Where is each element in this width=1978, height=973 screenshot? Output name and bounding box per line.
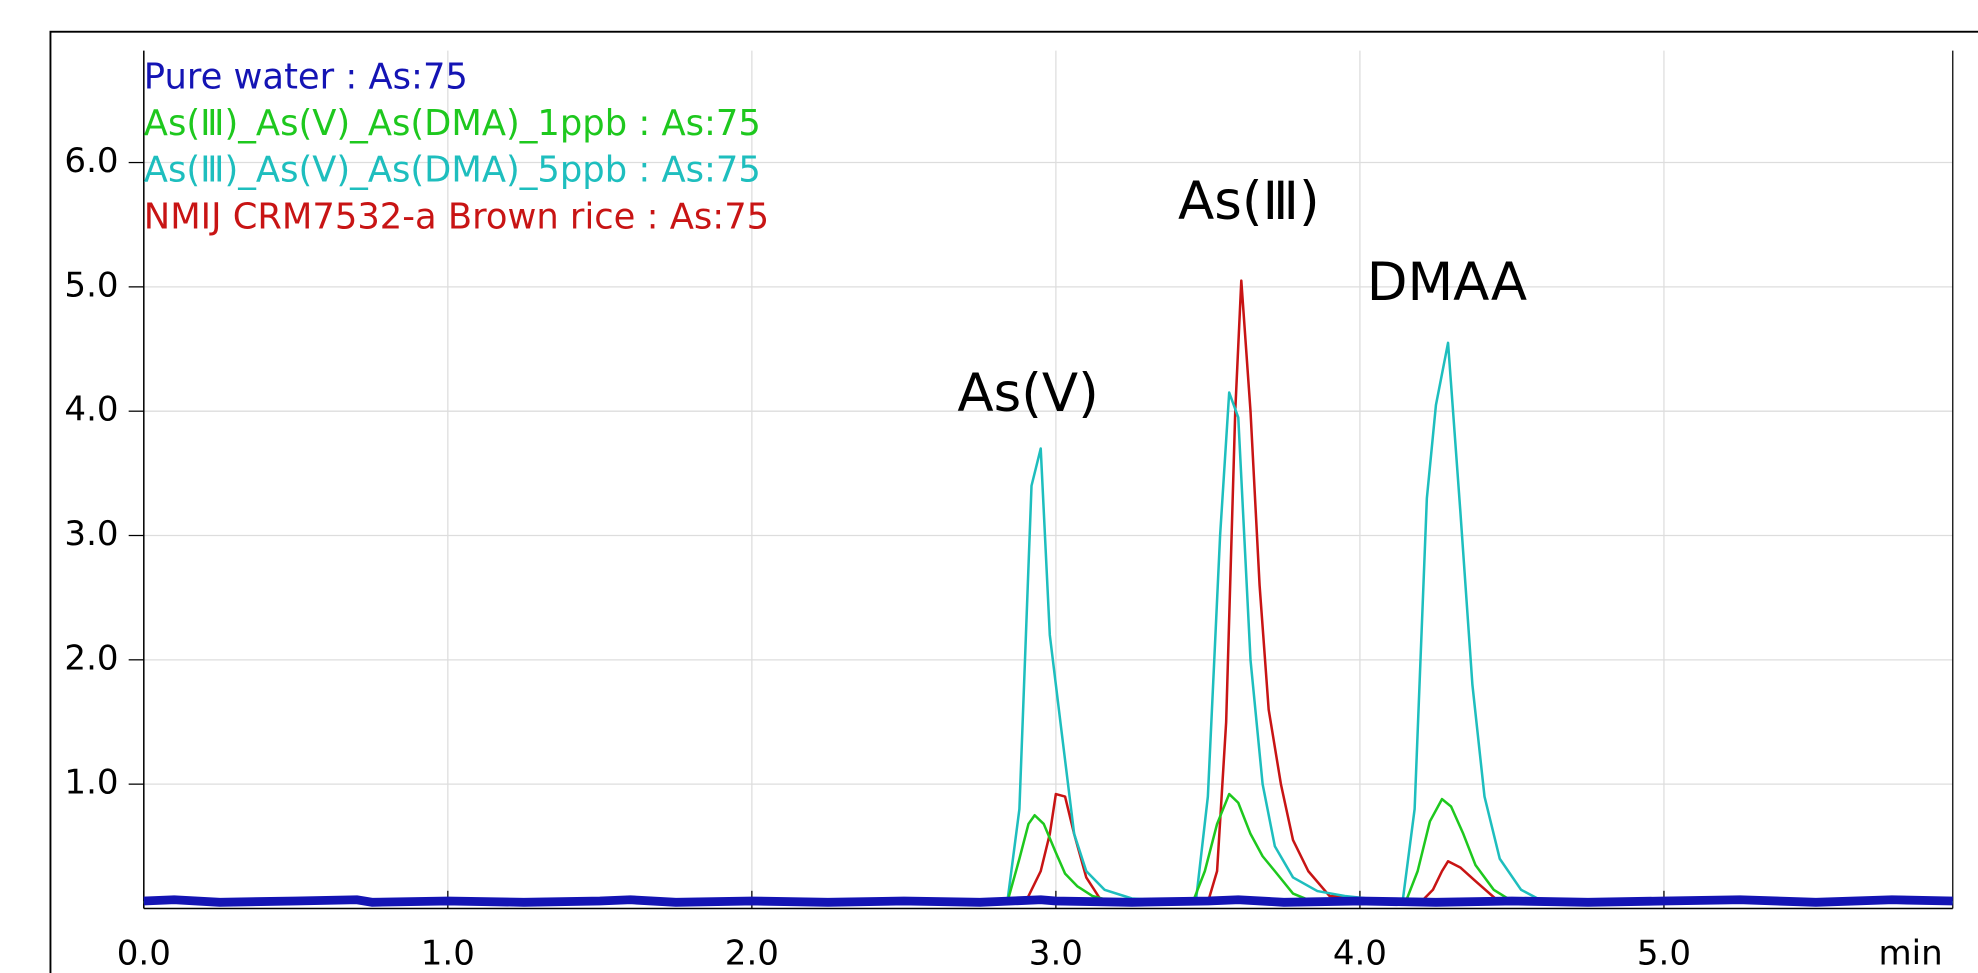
x-tick-label: 3.0	[1029, 934, 1083, 973]
series-line	[143, 341, 1953, 904]
y-tick-label: 5.0	[64, 265, 118, 305]
peak-annotation: As(Ⅴ)	[957, 363, 1098, 424]
x-tick-label: 0.0	[117, 934, 171, 973]
series-line	[143, 792, 1953, 904]
y-tick-label: 1.0	[64, 763, 118, 803]
y-tick-label: 2.0	[64, 638, 118, 678]
y-tick-label: 4.0	[64, 390, 118, 430]
frame	[49, 30, 1978, 973]
x-tick-label: 1.0	[421, 934, 475, 973]
legend-entry: Pure water : As:75	[144, 56, 468, 97]
legend-entry: NMIJ CRM7532-a Brown rice : As:75	[144, 196, 769, 237]
series-line	[143, 895, 1953, 907]
x-tick-label: 4.0	[1333, 934, 1387, 973]
legend-entry: As(Ⅲ)_As(Ⅴ)_As(DMA)_1ppb : As:75	[144, 103, 761, 144]
peak-annotation: DMAA	[1367, 252, 1527, 313]
y-tick-label: 3.0	[64, 514, 118, 554]
x-axis-label: min	[1878, 934, 1942, 973]
x-tick-label: 2.0	[725, 934, 779, 973]
legend-entry: As(Ⅲ)_As(Ⅴ)_As(DMA)_5ppb : As:75	[144, 150, 761, 191]
x-tick-label: 5.0	[1637, 934, 1691, 973]
y-tick-label: 6.0	[64, 141, 118, 181]
series-line	[143, 279, 1953, 904]
peak-annotation: As(Ⅲ)	[1178, 171, 1320, 232]
